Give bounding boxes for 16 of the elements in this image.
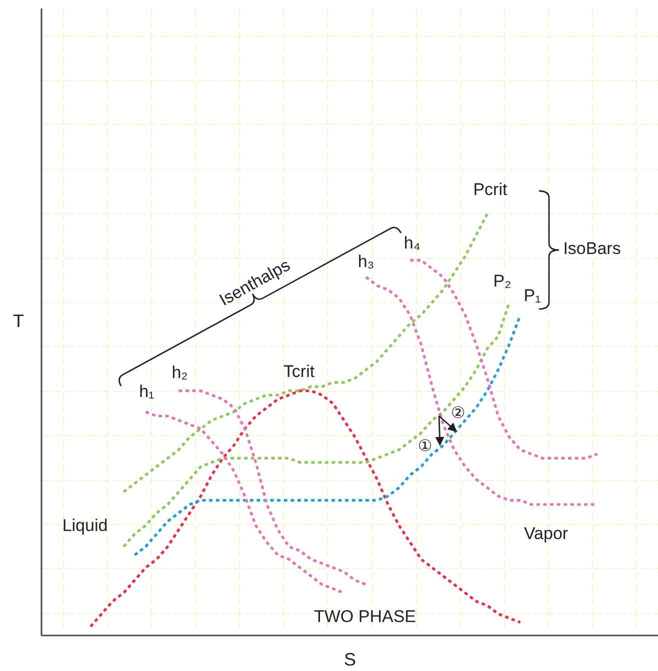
- annotation: Liquid: [62, 516, 108, 535]
- series-label: P₁: [524, 286, 542, 306]
- x-axis-title: S: [344, 650, 356, 670]
- annotation: IsoBars: [563, 239, 621, 258]
- annotation: TWO PHASE: [314, 607, 416, 626]
- annotation: Vapor: [524, 524, 568, 543]
- annotation: ②: [450, 405, 466, 422]
- series-label: h₁: [139, 382, 155, 401]
- series-label: h₄: [404, 233, 420, 252]
- y-axis-title: T: [13, 311, 24, 331]
- annotation: Tcrit: [283, 362, 315, 381]
- series-label: h₃: [358, 252, 374, 272]
- series-label: P₂: [493, 271, 512, 290]
- series-label: Pcrit: [473, 180, 508, 199]
- annotation: ①: [418, 438, 432, 455]
- series-label: h₂: [172, 362, 188, 382]
